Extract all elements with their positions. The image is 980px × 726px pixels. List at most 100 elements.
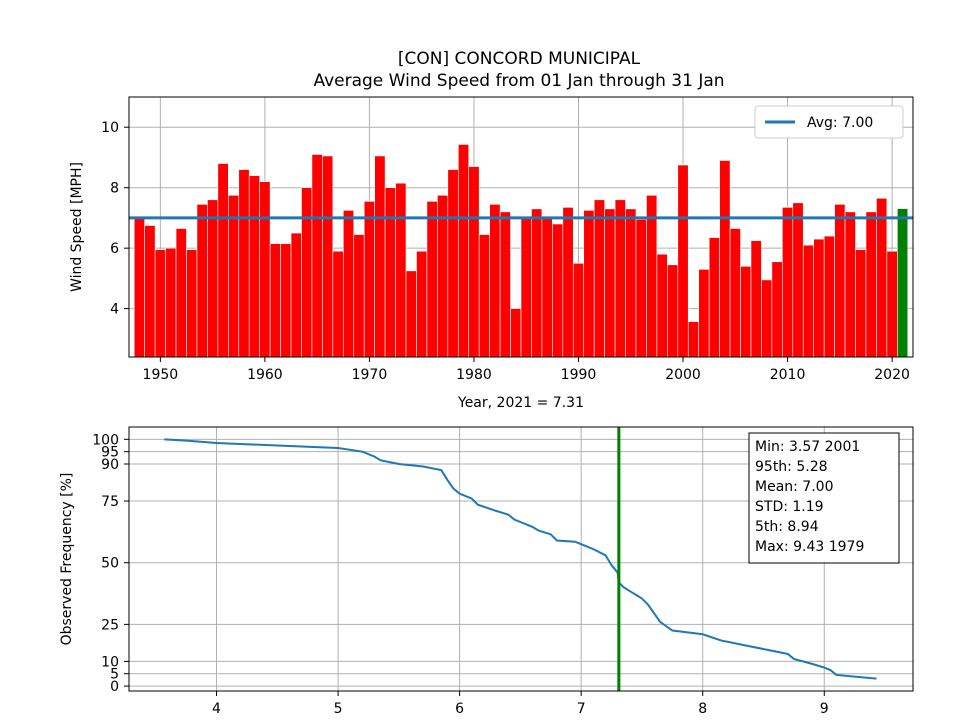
bar-1949 <box>144 225 156 358</box>
bar-2008 <box>761 279 773 358</box>
bar-1980 <box>468 166 480 358</box>
stats-line: Min: 3.57 2001 <box>755 439 860 455</box>
y-tick-label: 10 <box>101 120 119 136</box>
bar-1985 <box>520 217 532 358</box>
bar-chart-bars <box>133 144 909 358</box>
bar-1959 <box>248 175 260 358</box>
bar-1965 <box>311 154 323 358</box>
bar-1983 <box>499 211 511 358</box>
frequency-chart-frame <box>128 426 914 692</box>
bar-1986 <box>531 208 543 358</box>
bar-1948 <box>133 217 145 358</box>
y-tick-label: 0 <box>110 679 119 695</box>
chart-subtitle: Average Wind Speed from 01 Jan through 3… <box>313 71 724 91</box>
bar-1956 <box>217 163 229 358</box>
legend: Avg: 7.00 <box>754 105 904 139</box>
bar-chart-panel: 1950 1960 1970 1980 1990 2000 2010 2020 4 6 8 10 Ye… <box>69 96 914 411</box>
bar-2020 <box>886 250 898 358</box>
y-tick-label: 95 <box>101 445 119 461</box>
bar-2017 <box>855 249 867 358</box>
bar-2013 <box>813 238 825 358</box>
bar-1963 <box>290 232 302 358</box>
x-tick-label: 7 <box>577 701 586 717</box>
chart-title: [CON] CONCORD MUNICIPAL <box>398 49 641 69</box>
bar-2019 <box>876 197 888 358</box>
y-tick-label: 90 <box>101 457 119 473</box>
bar-2006 <box>740 266 752 358</box>
bar-1951 <box>165 247 177 358</box>
bar-1966 <box>322 155 334 358</box>
bar-2011 <box>792 202 804 358</box>
bar-chart-frame <box>128 96 914 358</box>
bar-1988 <box>552 223 564 358</box>
bar-1961 <box>269 243 281 358</box>
bar-1969 <box>353 234 365 358</box>
bar-1953 <box>186 249 198 358</box>
x-tick-label: 4 <box>212 701 221 717</box>
bar-1991 <box>583 210 595 358</box>
bar-1978 <box>447 169 459 358</box>
x-tick-label: 1970 <box>352 367 388 383</box>
bar-2007 <box>750 240 762 358</box>
x-tick-label: 2020 <box>874 367 910 383</box>
bar-1976 <box>426 201 438 358</box>
bar-1962 <box>280 243 292 358</box>
bar-1958 <box>238 169 250 358</box>
legend-box <box>754 105 904 139</box>
bar-2001 <box>687 321 700 358</box>
bar-2002 <box>698 269 710 358</box>
bar-chart-x-axis-label: Year, 2021 = 7.31 <box>457 395 584 411</box>
bar-1998 <box>656 253 668 358</box>
y-tick-label: 4 <box>110 302 119 318</box>
bar-1982 <box>489 204 501 358</box>
bar-1950 <box>154 249 166 358</box>
x-tick-label: 8 <box>698 701 707 717</box>
bar-1987 <box>541 217 553 358</box>
bar-2012 <box>802 244 814 358</box>
x-tick-label: 2000 <box>665 367 701 383</box>
bar-1993 <box>604 208 616 358</box>
bar-1968 <box>342 210 355 358</box>
bar-2021 <box>897 208 909 358</box>
bar-2018 <box>865 211 877 358</box>
stats-line: Max: 9.43 1979 <box>755 539 864 555</box>
stats-line: Mean: 7.00 <box>755 479 833 495</box>
x-tick-label: 2010 <box>770 367 806 383</box>
y-tick-label: 6 <box>110 241 119 257</box>
bar-1995 <box>625 208 637 358</box>
bar-1971 <box>374 155 386 358</box>
bar-2009 <box>771 261 783 358</box>
bar-2003 <box>708 237 720 358</box>
x-tick-label: 1960 <box>247 367 283 383</box>
bar-1954 <box>196 204 208 358</box>
y-tick-label: 100 <box>92 432 119 448</box>
bar-1973 <box>395 182 407 358</box>
bar-1996 <box>635 219 647 358</box>
x-tick-label: 5 <box>334 701 343 717</box>
y-tick-label: 10 <box>101 654 119 670</box>
stats-box-frame <box>748 432 900 564</box>
y-tick-label: 8 <box>110 181 119 197</box>
bar-1994 <box>614 199 626 358</box>
bar-1967 <box>332 250 344 358</box>
bar-1999 <box>667 264 679 358</box>
stats-line: 5th: 8.94 <box>755 519 819 535</box>
bar-1972 <box>384 187 396 358</box>
stats-box: Min: 3.57 2001 95th: 5.28 Mean: 7.00 STD: 1… <box>748 432 900 564</box>
bar-1992 <box>593 199 605 358</box>
y-tick-label: 50 <box>101 556 119 572</box>
x-tick-label: 1990 <box>561 367 597 383</box>
bar-1975 <box>416 250 428 358</box>
bar-2015 <box>834 204 846 358</box>
bar-2010 <box>782 207 794 358</box>
bar-1984 <box>510 308 522 358</box>
bar-2014 <box>823 235 835 358</box>
stats-line: STD: 1.19 <box>755 499 824 515</box>
x-tick-label: 9 <box>820 701 829 717</box>
bar-1970 <box>363 201 375 358</box>
bar-2016 <box>844 211 856 358</box>
y-tick-label: 25 <box>101 617 119 633</box>
